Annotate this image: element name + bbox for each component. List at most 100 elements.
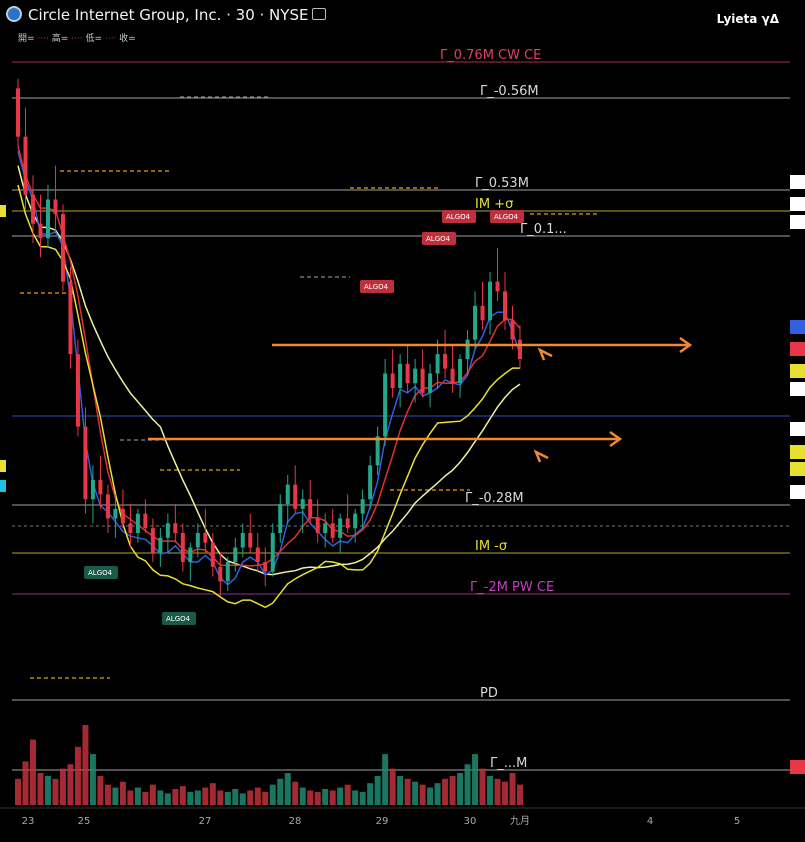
volume-bar	[412, 781, 419, 805]
moving-average-line	[17, 146, 521, 567]
volume-bar	[104, 784, 111, 805]
chart-header: Circle Internet Group, Inc. · 30 · NYSE …	[0, 0, 805, 30]
candle-body	[338, 518, 343, 538]
candle-body	[285, 484, 290, 504]
price-marker	[790, 364, 805, 378]
candles	[16, 78, 522, 596]
candle-body	[353, 513, 358, 529]
candle-body	[128, 523, 133, 533]
price-marker	[790, 760, 805, 774]
price-marker	[790, 197, 805, 211]
ohlc-close-key: 收=	[119, 34, 136, 44]
candle-body	[330, 523, 335, 538]
price-marker	[790, 422, 805, 436]
volume-bar	[44, 775, 51, 805]
volume-bar	[337, 787, 344, 805]
price-marker	[790, 320, 805, 334]
level-label: Γ_-2M PW CE	[470, 580, 554, 595]
candle-body	[278, 504, 283, 533]
volume-bar	[15, 778, 21, 805]
price-marker	[790, 445, 805, 459]
volume-bar	[404, 778, 411, 805]
candle-body	[30, 194, 35, 224]
x-tick-label: 25	[78, 816, 91, 827]
volume-bar	[329, 790, 336, 805]
candle-body	[188, 547, 193, 562]
candle-body	[98, 479, 103, 495]
volume-bar	[59, 768, 66, 805]
moving-average-line	[17, 165, 521, 576]
volume-bar	[269, 784, 276, 805]
volume-bar	[479, 768, 486, 805]
volume-bar	[157, 790, 164, 805]
dashed-levels	[20, 96, 600, 679]
candle-body	[233, 547, 238, 562]
arrows	[148, 336, 693, 463]
candle-body	[165, 523, 170, 538]
volume-bar	[149, 784, 156, 805]
price-axis-markers	[0, 175, 805, 774]
candle-body	[405, 363, 410, 384]
candle-body	[360, 499, 365, 514]
volume-bar	[119, 781, 126, 805]
candle-body	[120, 508, 125, 524]
ohlc-readout: 開= ···· 高= ···· 低= ···· 收=	[18, 34, 136, 44]
volume-bar	[239, 793, 246, 805]
candle-body	[240, 533, 245, 548]
algo-tag-label: ALGO4	[166, 615, 191, 623]
algo-tag-label: ALGO4	[88, 569, 113, 577]
algo-tag-box	[422, 232, 456, 245]
arrow-head	[533, 449, 549, 463]
volume-bar	[344, 784, 351, 805]
volume-bar	[487, 775, 494, 805]
candle-body	[480, 305, 485, 321]
volume-bar	[472, 754, 479, 805]
expand-icon[interactable]	[312, 8, 326, 20]
candle-body	[293, 484, 298, 509]
volume-bar	[389, 768, 396, 805]
algo-tag-label: ALGO4	[494, 213, 519, 221]
ohlc-high-key: 高=	[51, 34, 69, 44]
volume-bar	[29, 739, 36, 805]
volume-bar	[89, 754, 96, 805]
algo-tag: ALGO4	[422, 232, 456, 245]
candle-body	[150, 528, 155, 553]
candle-body	[323, 523, 328, 533]
price-marker	[790, 215, 805, 229]
volume-bar	[254, 787, 261, 805]
volume-bar	[509, 773, 516, 805]
volume-bars	[15, 725, 523, 805]
candle-body	[465, 339, 470, 359]
candle-body	[173, 523, 178, 533]
volume-bar	[277, 778, 284, 805]
x-tick-label: 27	[199, 816, 212, 827]
candle-body	[398, 363, 403, 388]
volume-bar	[352, 790, 359, 805]
volume-bar	[494, 778, 501, 805]
volume-bar	[322, 789, 329, 805]
left-marker	[0, 460, 6, 472]
volume-bar	[172, 789, 179, 805]
candle-body	[105, 494, 110, 519]
candle-body	[308, 499, 313, 519]
x-tick-label: 九月	[510, 815, 530, 827]
algo-tag: ALGO4	[162, 612, 196, 625]
price-marker	[790, 342, 805, 356]
arrow-head	[679, 336, 693, 354]
volume-bar	[359, 791, 366, 805]
volume-bar	[442, 778, 449, 805]
level-label: Γ_0.1...	[520, 222, 567, 237]
candle-body	[495, 281, 500, 292]
candle-body	[518, 339, 522, 359]
algo-tag-box	[162, 612, 196, 625]
volume-bar	[284, 773, 291, 805]
candle-body	[443, 354, 448, 369]
candle-body	[300, 499, 305, 509]
candle-body	[45, 199, 50, 239]
candle-body	[255, 547, 260, 562]
algo-tag-box	[360, 280, 394, 293]
algo-tag: ALGO4	[442, 210, 476, 223]
candle-body	[510, 320, 515, 340]
candle-body	[195, 533, 200, 548]
